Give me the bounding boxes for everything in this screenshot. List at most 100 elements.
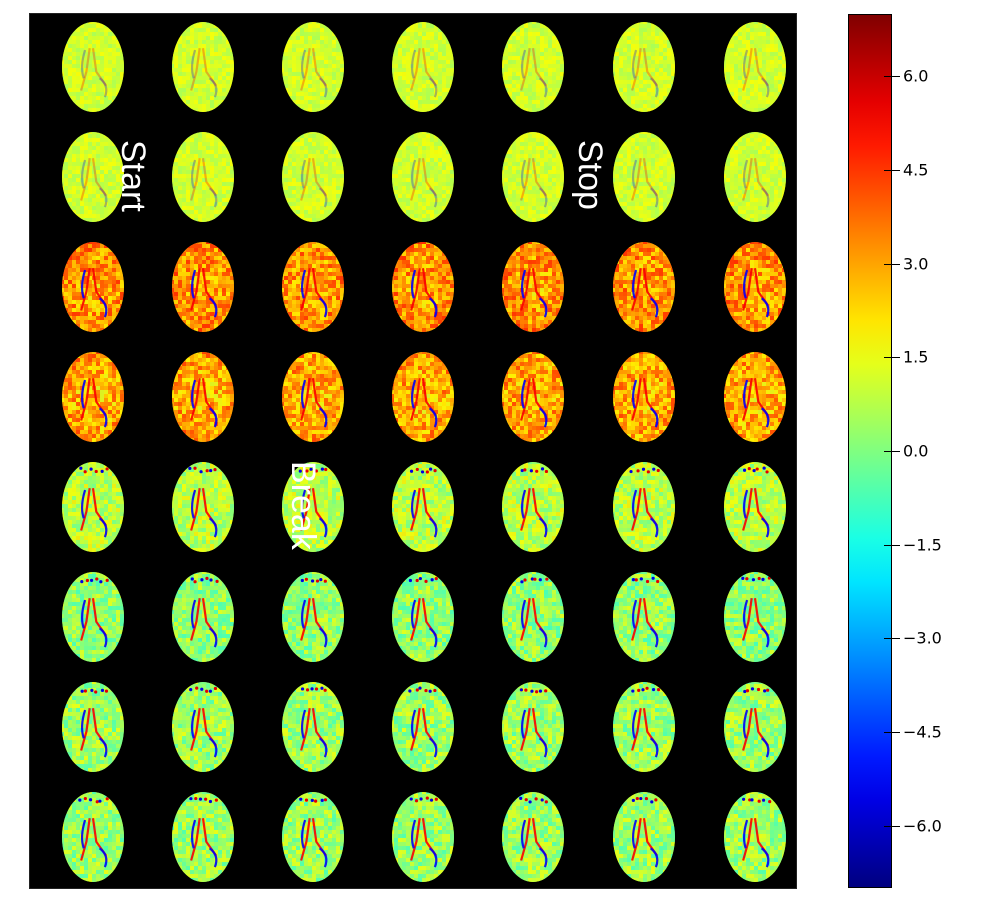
brain-slice-image: [502, 462, 564, 552]
brain-slice: [390, 20, 456, 114]
colorbar-tick-mark: [892, 76, 900, 77]
brain-slice: [170, 20, 236, 114]
brain-slice-image: [502, 132, 564, 222]
colorbar-tick-mark-inner: [884, 264, 892, 265]
colorbar-tick-mark-inner: [884, 545, 892, 546]
brain-slice: [170, 680, 236, 774]
brain-slice: [611, 20, 677, 114]
colorbar-tick-mark-inner: [884, 826, 892, 827]
brain-slice-image: [613, 462, 675, 552]
brain-slice: [170, 130, 236, 224]
brain-slice: [60, 350, 126, 444]
brain-slice: [722, 350, 788, 444]
colorbar-tick-label: −6.0: [903, 817, 942, 836]
brain-slice-image: [613, 242, 675, 332]
brain-slice-image: [613, 352, 675, 442]
brain-slice-image: [282, 682, 344, 772]
brain-slice-image: [62, 462, 124, 552]
brain-slice: [280, 790, 346, 884]
brain-slice-image: [282, 572, 344, 662]
brain-slice: [500, 460, 566, 554]
brain-slice-image: [172, 132, 234, 222]
colorbar-tick-mark: [892, 264, 900, 265]
brain-slice-image: [172, 242, 234, 332]
brain-slice: [722, 130, 788, 224]
brain-slice-image: [724, 572, 786, 662]
brain-slice-image: [502, 572, 564, 662]
brain-slice-image: [724, 352, 786, 442]
start-annotation: Start: [114, 140, 152, 212]
brain-slice-image: [502, 682, 564, 772]
brain-slice: [390, 790, 456, 884]
brain-slice: [60, 240, 126, 334]
brain-slice-image: [613, 682, 675, 772]
brain-slice: [611, 680, 677, 774]
brain-slice-image: [282, 462, 344, 552]
brain-slice: [722, 460, 788, 554]
brain-slice-image: [282, 22, 344, 112]
brain-slice-image: [724, 242, 786, 332]
brain-slice-image: [62, 242, 124, 332]
brain-slice: [280, 20, 346, 114]
brain-slice: [611, 240, 677, 334]
brain-slice-image: [172, 682, 234, 772]
colorbar-tick-mark-inner: [884, 76, 892, 77]
brain-slice: [722, 680, 788, 774]
brain-slice-image: [392, 132, 454, 222]
brain-slice: [500, 130, 566, 224]
brain-slice-image: [724, 682, 786, 772]
brain-slice: [500, 350, 566, 444]
brain-slice: [170, 240, 236, 334]
brain-slice-image: [724, 132, 786, 222]
brain-slice: [170, 570, 236, 664]
colorbar-tick-label: −1.5: [903, 536, 942, 555]
brain-slice: [390, 130, 456, 224]
brain-slice-image: [62, 132, 124, 222]
brain-slice-image: [62, 792, 124, 882]
brain-slice: [280, 570, 346, 664]
brain-slice-image: [724, 22, 786, 112]
brain-slice-image: [613, 572, 675, 662]
brain-slice: [170, 350, 236, 444]
brain-slice-image: [282, 132, 344, 222]
brain-slice-image: [392, 462, 454, 552]
brain-slice: [280, 240, 346, 334]
brain-slice-image: [502, 242, 564, 332]
colorbar-tick-mark: [892, 826, 900, 827]
brain-slice-image: [282, 242, 344, 332]
brain-slice: [170, 460, 236, 554]
brain-slice-image: [172, 462, 234, 552]
colorbar-tick-mark-inner: [884, 638, 892, 639]
brain-slice: [500, 790, 566, 884]
brain-slice: [722, 570, 788, 664]
brain-slice: [500, 680, 566, 774]
brain-slice-image: [613, 22, 675, 112]
brain-slice-image: [62, 352, 124, 442]
brain-slice-image: [392, 682, 454, 772]
brain-slice-image: [724, 462, 786, 552]
colorbar-tick-label: −4.5: [903, 723, 942, 742]
brain-slice-image: [392, 792, 454, 882]
colorbar-tick-label: 3.0: [903, 255, 928, 274]
brain-slice-image: [172, 792, 234, 882]
brain-slice: [611, 350, 677, 444]
colorbar-tick-mark: [892, 357, 900, 358]
brain-slice: [60, 680, 126, 774]
brain-slice: [60, 20, 126, 114]
brain-slice: [722, 20, 788, 114]
brain-slice-image: [502, 792, 564, 882]
brain-slice: [611, 790, 677, 884]
colorbar-tick-mark: [892, 732, 900, 733]
colorbar-tick-label: 1.5: [903, 348, 928, 367]
brain-slice-image: [392, 242, 454, 332]
brain-slice: [280, 130, 346, 224]
brain-slice: [280, 680, 346, 774]
brain-slice: [390, 570, 456, 664]
brain-slice: [60, 570, 126, 664]
brain-slice: [280, 350, 346, 444]
brain-slice-image: [62, 682, 124, 772]
brain-slice-image: [282, 352, 344, 442]
brain-slice: [60, 790, 126, 884]
brain-slice: [611, 460, 677, 554]
brain-slice-image: [172, 22, 234, 112]
